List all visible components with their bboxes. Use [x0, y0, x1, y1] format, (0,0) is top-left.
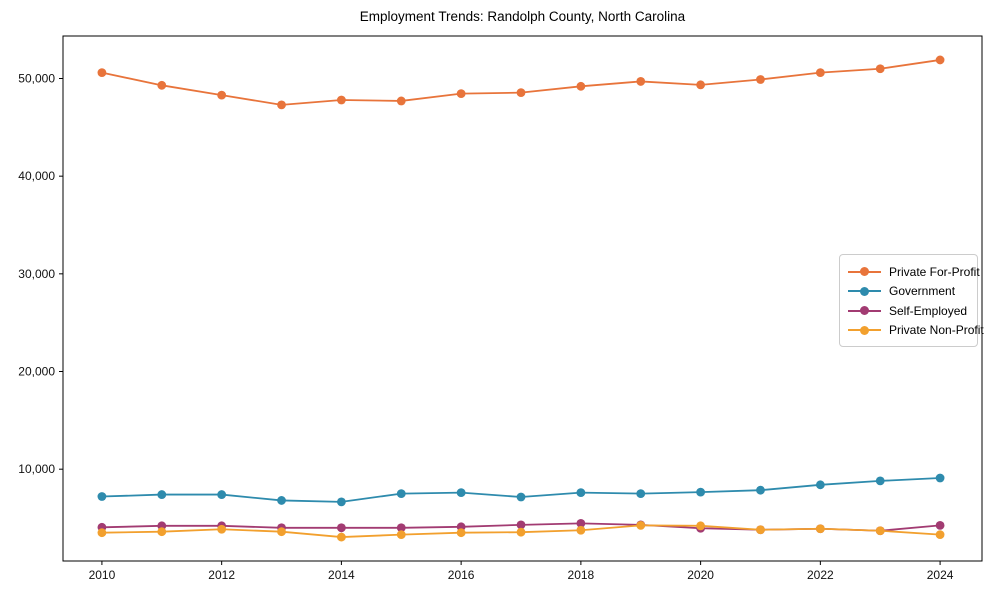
chart-point — [576, 518, 586, 528]
chart-point — [875, 476, 885, 486]
chart-point — [875, 64, 885, 74]
chart-point — [396, 530, 406, 540]
chart-point — [935, 520, 945, 530]
x-tick-label: 2020 — [687, 568, 714, 582]
chart-point — [815, 68, 825, 78]
legend-item: Self-Employed — [848, 301, 969, 321]
chart-point — [576, 488, 586, 498]
x-tick-label: 2012 — [208, 568, 235, 582]
chart-point — [516, 88, 526, 98]
legend-label: Private Non-Profit — [889, 323, 984, 338]
chart-legend: Private For-Profit Government Self-Employe… — [839, 254, 984, 347]
legend-label: Self-Employed — [889, 303, 968, 318]
legend-marker-icon — [848, 266, 881, 278]
legend-item: Private For-Profit — [848, 262, 980, 282]
legend-marker-icon — [848, 305, 881, 317]
y-tick-label: 20,000 — [18, 365, 55, 379]
chart-point — [516, 520, 526, 530]
chart-point — [336, 532, 346, 542]
chart-point — [576, 525, 586, 535]
chart-point — [636, 77, 646, 86]
x-tick-label: 2010 — [89, 568, 116, 582]
legend-marker-icon — [848, 324, 881, 336]
chart-point — [636, 520, 646, 530]
x-tick-label: 2022 — [807, 568, 834, 582]
chart-point — [696, 487, 706, 497]
chart-point — [217, 90, 227, 100]
chart-point — [756, 525, 765, 535]
chart-point — [97, 492, 107, 501]
chart-point — [217, 524, 227, 534]
chart-point — [456, 89, 466, 99]
y-tick-label: 50,000 — [18, 71, 55, 85]
x-tick-label: 2016 — [448, 568, 475, 582]
legend-marker-icon — [848, 285, 881, 297]
chart-point — [756, 75, 765, 84]
y-tick-label: 10,000 — [18, 462, 55, 476]
chart-point — [97, 68, 107, 78]
plot-border — [62, 35, 983, 562]
chart-point — [696, 521, 706, 531]
chart-point — [815, 524, 825, 534]
chart-point — [636, 489, 646, 499]
chart-point — [456, 528, 466, 538]
chart-point — [157, 490, 167, 499]
chart-point — [875, 526, 885, 536]
legend-label: Private For-Profit — [889, 264, 980, 279]
x-tick-label: 2024 — [927, 568, 954, 582]
legend-item: Government — [848, 282, 969, 302]
chart-point — [277, 527, 286, 537]
x-tick-label: 2014 — [328, 568, 355, 582]
chart-point — [696, 80, 706, 90]
chart-point — [935, 473, 945, 483]
chart-point — [97, 528, 107, 538]
chart-point — [576, 81, 586, 91]
y-tick-label: 30,000 — [18, 267, 55, 281]
chart-point — [157, 527, 167, 537]
y-tick-label: 40,000 — [18, 169, 55, 183]
chart-point — [277, 496, 286, 505]
chart-point — [396, 96, 406, 106]
chart-point — [516, 527, 526, 537]
chart-point — [336, 523, 346, 533]
chart-point — [336, 497, 346, 507]
chart-point — [456, 488, 466, 498]
chart-title: Employment Trends: Randolph County, Nort… — [359, 9, 686, 24]
chart-point — [815, 480, 825, 490]
chart-point — [935, 55, 945, 65]
chart-point — [396, 523, 406, 533]
chart-point — [516, 492, 526, 502]
chart-point — [336, 95, 346, 105]
legend-label: Government — [889, 284, 956, 299]
chart-point — [217, 490, 227, 499]
chart-point — [157, 80, 167, 90]
chart-point — [935, 530, 945, 540]
chart-point — [756, 485, 765, 495]
chart-point — [277, 100, 286, 110]
legend-item: Private Non-Profit — [848, 321, 984, 341]
chart-point — [396, 489, 406, 499]
chart-line-private-for-profit — [101, 59, 941, 106]
x-tick-label: 2018 — [568, 568, 595, 582]
